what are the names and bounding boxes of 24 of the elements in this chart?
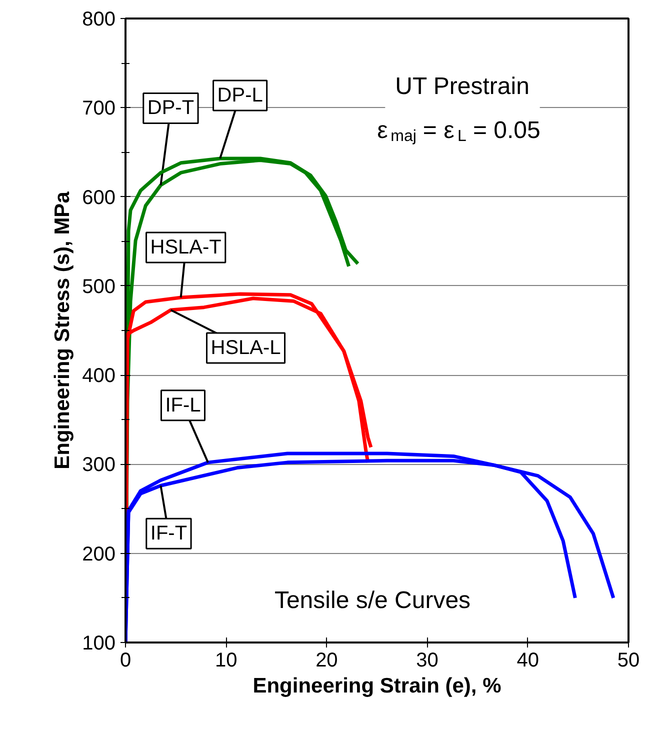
x-axis-title: Engineering Strain (e), % (252, 674, 502, 698)
y-tick-label: 400 (82, 365, 116, 388)
y-tick-label: 200 (82, 543, 116, 566)
text: DP-T (147, 97, 194, 120)
x-tick-label: 10 (214, 650, 238, 672)
text: IF-L (165, 394, 201, 416)
x-tick-label: 50 (617, 650, 640, 672)
x-tick-label: 0 (120, 650, 132, 672)
text: DP-L (217, 84, 263, 106)
y-tick-label: 500 (82, 276, 116, 298)
x-tick-label: 40 (516, 650, 540, 672)
y-axis-title: Engineering Stress (s), MPa (51, 191, 74, 470)
series-label: IF-T (150, 522, 188, 545)
annotation: Tensile s/e Curves (274, 587, 471, 614)
y-tick-label: 300 (82, 454, 116, 476)
x-tick-label: 20 (316, 650, 338, 672)
series-label: HSLA-L (210, 336, 281, 359)
y-tick-label: 100 (82, 632, 116, 654)
series-label: HSLA-T (150, 236, 222, 259)
x-tick-label: 30 (416, 650, 438, 672)
y-tick-label: 600 (82, 186, 116, 209)
y-tick-label: 700 (82, 98, 116, 120)
y-tick-label: 800 (82, 8, 116, 30)
annotation: UT Prestrain (395, 73, 530, 100)
